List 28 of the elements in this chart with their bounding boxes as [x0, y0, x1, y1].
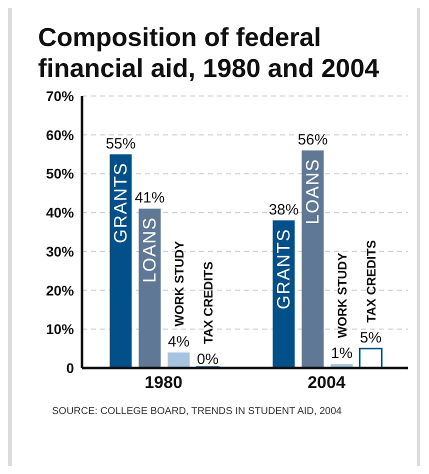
- data-label: 55%: [106, 135, 136, 152]
- data-label: 56%: [298, 131, 328, 148]
- text: TAX CREDITS: [202, 262, 216, 344]
- y-tick-label: 10%: [46, 321, 75, 338]
- y-tick-label: 30%: [46, 243, 75, 260]
- text: LOANS: [302, 158, 323, 224]
- text: TAX CREDITS: [364, 240, 379, 323]
- x-tick-label: 2004: [308, 373, 346, 392]
- chart-title: Composition of federal financial aid, 1980 and 2004: [37, 21, 380, 84]
- y-tick-label: 50%: [46, 166, 75, 182]
- series-label: GRANTS: [110, 162, 131, 244]
- data-label: 41%: [134, 190, 165, 207]
- source-note: SOURCE: COLLEGE BOARD, TRENDS IN STUDENT AID, 2004: [51, 406, 343, 417]
- text: WORK STUDY: [336, 252, 350, 338]
- y-tick-label: 40%: [46, 204, 75, 221]
- data-label: 5%: [360, 330, 382, 347]
- y-tick-label: 0: [66, 360, 74, 376]
- data-label: 1%: [330, 345, 353, 362]
- y-tick-label: 60%: [46, 126, 75, 143]
- data-label: 0%: [196, 351, 219, 368]
- text: GRANTS: [274, 228, 294, 310]
- data-label: 4%: [168, 333, 190, 350]
- x-tick-label: 1980: [144, 373, 182, 392]
- y-tick-label: 20%: [46, 282, 75, 298]
- series-label: LOANS: [140, 216, 160, 283]
- data-label: 38%: [268, 201, 299, 218]
- y-tick-label: 70%: [46, 88, 75, 104]
- text: WORK STUDY: [172, 240, 187, 326]
